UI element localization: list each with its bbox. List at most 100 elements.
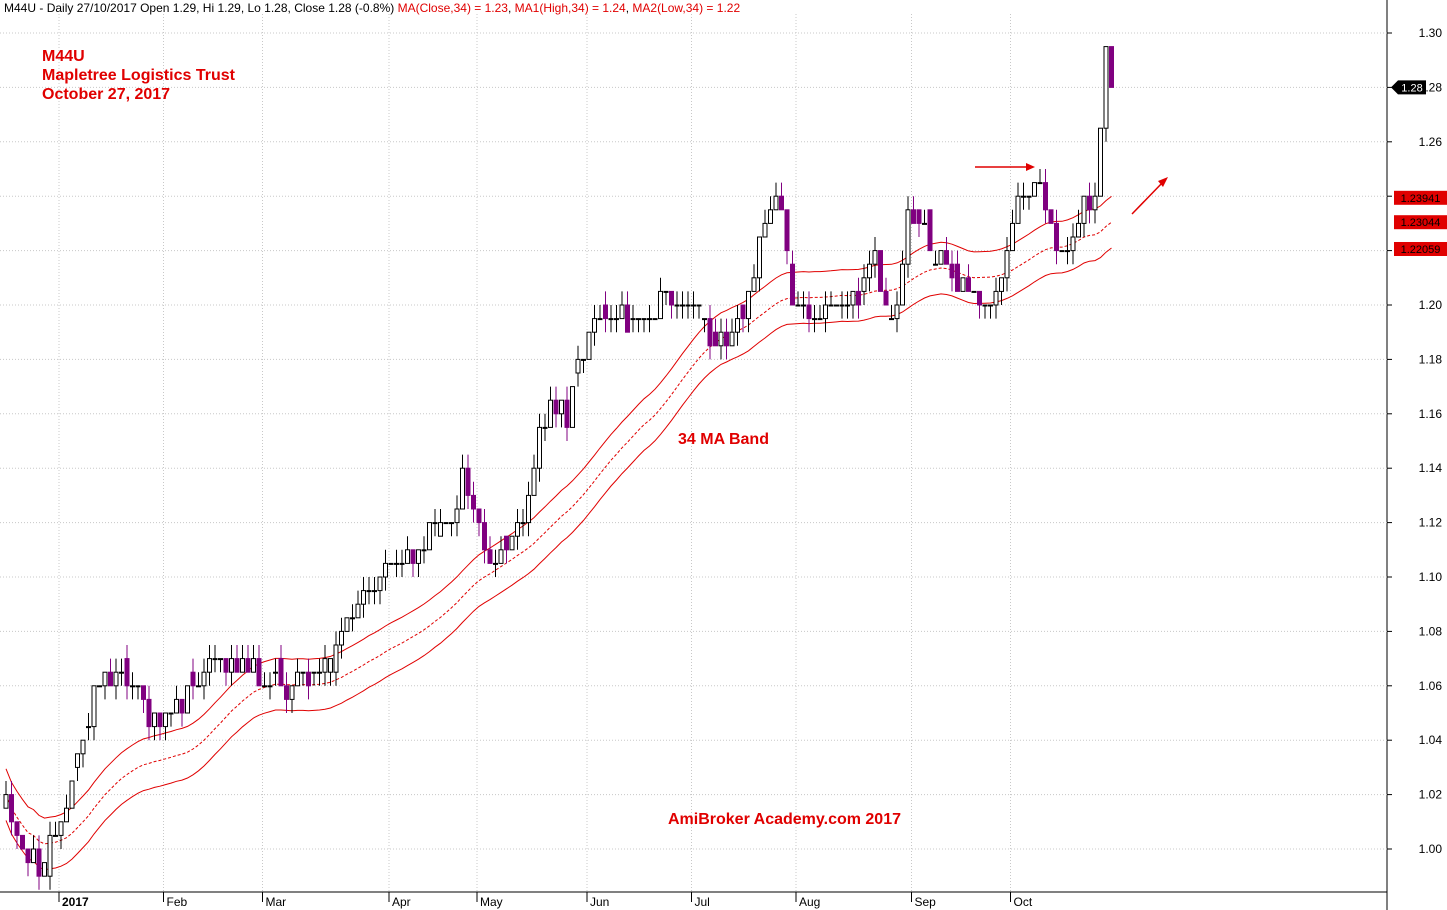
price-tag-ma-close: 1.23044 bbox=[1394, 215, 1447, 230]
candle-body-up bbox=[119, 671, 124, 674]
candle-body-down bbox=[740, 304, 746, 320]
candle-body-up bbox=[163, 712, 168, 728]
candle-body-up bbox=[295, 671, 300, 687]
x-tick-label: Oct bbox=[1014, 895, 1033, 909]
candle-body-down bbox=[157, 712, 163, 728]
candle-body-down bbox=[108, 671, 113, 687]
candle-body-up bbox=[454, 508, 460, 524]
candle-body-up bbox=[1059, 250, 1065, 253]
x-tick-label: Apr bbox=[392, 895, 411, 909]
candle-body-up bbox=[399, 562, 405, 565]
candle-body-up bbox=[762, 222, 768, 238]
candle-body-up bbox=[75, 753, 80, 768]
candle-body-up bbox=[526, 494, 531, 524]
candle-body-up bbox=[58, 821, 64, 836]
candle-body-up bbox=[388, 562, 394, 565]
candle-body-down bbox=[20, 834, 25, 850]
header-ma-low: MA2(Low,34) = 1.22 bbox=[632, 1, 741, 15]
chart-date: October 27, 2017 bbox=[42, 86, 171, 103]
candle-body-down bbox=[476, 508, 482, 524]
candle-body-up bbox=[64, 807, 69, 823]
candle-body-up bbox=[922, 222, 927, 225]
candle-body-up bbox=[229, 658, 234, 673]
candle-body-up bbox=[575, 358, 581, 374]
arrow-right-head bbox=[1026, 163, 1035, 171]
candle-body-down bbox=[713, 331, 718, 347]
candle-body-down bbox=[966, 277, 971, 292]
arrow-up-shaft bbox=[1131, 180, 1165, 215]
candle-body-up bbox=[905, 209, 911, 265]
price-tag-last: 1.28 bbox=[1391, 80, 1426, 95]
candle-body-up bbox=[493, 562, 498, 565]
candle-body-up bbox=[933, 263, 938, 266]
price-tag-ma-close-shape bbox=[1394, 215, 1447, 230]
y-tick-label: 1.16 bbox=[1419, 407, 1443, 421]
candle-body-up bbox=[702, 318, 707, 321]
candle-body-up bbox=[509, 535, 515, 551]
chart-header: M44U - Daily 27/10/2017 Open 1.29, Hi 1.… bbox=[4, 1, 740, 15]
candle-body-up bbox=[773, 195, 779, 211]
candle-body-down bbox=[284, 685, 289, 700]
candle-body-down bbox=[471, 494, 476, 510]
candle-body-up bbox=[1065, 250, 1070, 253]
candle-body-down bbox=[955, 263, 960, 292]
candle-body-up bbox=[42, 862, 47, 877]
y-tick-label: 1.30 bbox=[1419, 26, 1443, 40]
candle-body-up bbox=[515, 522, 520, 537]
x-tick-label: Jun bbox=[590, 895, 609, 909]
candle-body-up bbox=[383, 562, 388, 578]
candle-body-down bbox=[949, 263, 955, 279]
candle-body-up bbox=[872, 250, 878, 265]
ma-close-line bbox=[5, 221, 1112, 845]
candle-body-down bbox=[1087, 195, 1092, 211]
candle-body-up bbox=[218, 658, 223, 661]
candle-body-down bbox=[790, 263, 795, 306]
candle-body-up bbox=[691, 304, 696, 307]
candle-body-up bbox=[47, 834, 53, 877]
candle-body-up bbox=[97, 685, 102, 688]
candle-body-up bbox=[80, 739, 86, 755]
candle-body-down bbox=[36, 848, 42, 877]
y-tick-label: 1.12 bbox=[1419, 516, 1443, 530]
candle-body-down bbox=[779, 195, 784, 211]
candle-body-up bbox=[674, 304, 680, 307]
candle-body-up bbox=[135, 685, 141, 688]
candle-body-up bbox=[570, 386, 575, 428]
candle-body-up bbox=[597, 318, 603, 321]
candle-body-up bbox=[113, 671, 119, 687]
candle-body-up bbox=[531, 467, 537, 496]
candle-body-up bbox=[339, 630, 344, 646]
candle-body-up bbox=[993, 290, 999, 306]
candle-body-up bbox=[696, 304, 702, 307]
candle-body-down bbox=[124, 658, 130, 687]
candle-body-down bbox=[179, 698, 185, 714]
header-comma-2: , bbox=[625, 1, 633, 15]
header-summary: Daily 27/10/2017 Open 1.29, Hi 1.29, Lo … bbox=[46, 1, 395, 15]
candle-body-up bbox=[443, 522, 449, 525]
candle-body-up bbox=[889, 318, 894, 321]
candle-body-down bbox=[141, 685, 146, 700]
candle-body-down bbox=[146, 698, 152, 728]
candle-body-up bbox=[333, 644, 339, 673]
ma-high-line bbox=[5, 196, 1112, 819]
x-tick-label: 2017 bbox=[62, 895, 89, 909]
candle-body-down bbox=[1054, 222, 1059, 252]
candle-body-up bbox=[894, 304, 900, 320]
y-tick-label: 1.10 bbox=[1419, 570, 1443, 584]
price-tag-ma-high-text: 1.23941 bbox=[1401, 193, 1441, 205]
candle-body-up bbox=[152, 712, 157, 728]
candle-body-down bbox=[927, 209, 933, 252]
candle-body-up bbox=[652, 318, 658, 321]
candle-body-up bbox=[438, 522, 443, 537]
watermark: AmiBroker Academy.com 2017 bbox=[668, 811, 901, 828]
candle-body-up bbox=[658, 290, 663, 320]
candle-body-down bbox=[1109, 46, 1114, 88]
candle-body-up bbox=[196, 685, 201, 688]
candle-body-up bbox=[372, 590, 377, 593]
candle-body-up bbox=[735, 318, 740, 333]
candle-body-down bbox=[878, 250, 883, 292]
candle-body-down bbox=[564, 399, 570, 428]
band-label: 34 MA Band bbox=[678, 431, 769, 448]
